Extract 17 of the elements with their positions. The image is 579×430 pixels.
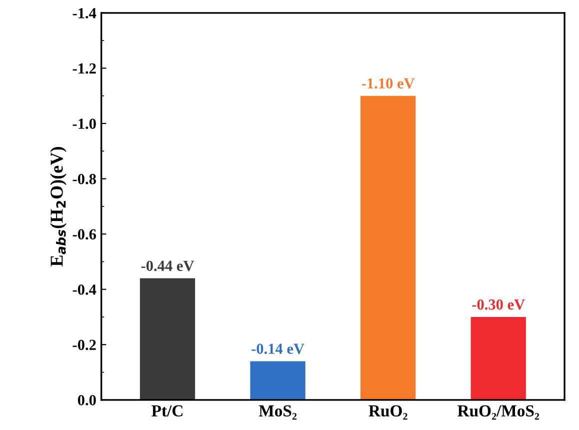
y-tick-label: -1.2 (72, 63, 96, 74)
y-tick-label: -0.2 (72, 340, 96, 350)
y-tick-label: -1.0 (72, 118, 96, 129)
y-tick-label: -0.6 (72, 229, 96, 240)
data-label: -0.44 eV (141, 260, 194, 272)
y-tick-label: -0.8 (72, 174, 96, 184)
x-tick-label: RuO₂ (368, 405, 408, 420)
x-tick-label: RuO₂/MoS₂ (458, 405, 540, 420)
y-axis-title: E$_{abs}$(H$_{2}$O)(eV) (50, 147, 66, 266)
y-tick-label: -1.4 (72, 8, 96, 18)
data-label: -0.30 eV (472, 299, 525, 310)
x-tick-label: MoS₂ (258, 405, 297, 420)
data-label: -1.10 eV (362, 78, 415, 89)
y-tick-label: 0.0 (78, 395, 96, 406)
y-tick-label: -0.4 (72, 284, 96, 295)
x-tick-label: Pt/C (152, 405, 182, 416)
data-label: -0.14 eV (252, 344, 304, 354)
